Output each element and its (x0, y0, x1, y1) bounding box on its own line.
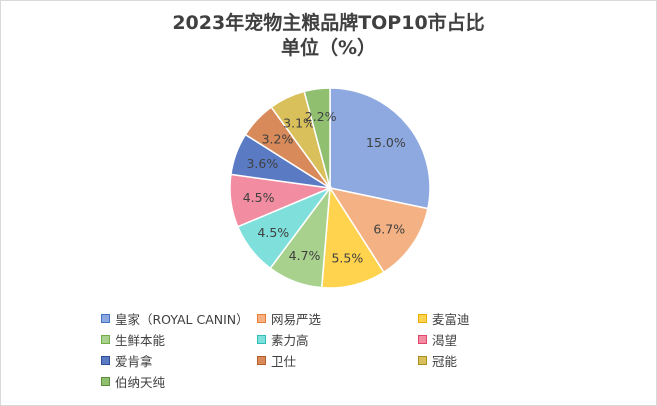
legend-item: 皇家（ROYAL CANIN） (101, 309, 249, 327)
legend-label: 渴望 (432, 332, 458, 348)
slice-data-label: 4.7% (289, 248, 321, 263)
legend-swatch (101, 334, 110, 344)
legend-swatch (418, 355, 427, 365)
legend-swatch (418, 313, 427, 323)
legend-swatch (101, 355, 110, 365)
chart-title: 2023年宠物主粮品牌TOP10市占比 (172, 12, 485, 34)
legend-label: 皇家（ROYAL CANIN） (115, 311, 249, 327)
slice-data-label: 6.7% (373, 221, 405, 236)
pie-slice (329, 87, 431, 210)
legend-item: 伯纳天纯 (101, 372, 165, 390)
slice-data-label: 5.5% (331, 250, 363, 265)
slice-data-label: 15.0% (366, 135, 406, 150)
slice-data-label: 4.5% (257, 225, 289, 240)
pie-slice (303, 87, 331, 189)
legend-item: 渴望 (418, 330, 457, 348)
legend-item: 冠能 (418, 351, 457, 369)
legend-label: 伯纳天纯 (115, 374, 166, 390)
slice-data-label: 4.5% (243, 190, 275, 205)
legend-swatch (101, 313, 110, 323)
legend-swatch (257, 334, 266, 344)
legend-swatch (101, 376, 110, 386)
legend-label: 卫仕 (271, 353, 297, 369)
legend-label: 素力高 (271, 332, 309, 348)
slice-data-label: 2.2% (305, 109, 337, 124)
slice-data-label: 3.2% (262, 131, 294, 146)
legend-swatch (257, 313, 266, 323)
legend-swatch (257, 355, 266, 365)
legend-swatch (418, 334, 427, 344)
legend-item: 爱肯拿 (101, 351, 153, 369)
pie-chart: 15.0%6.7%5.5%4.7%4.5%4.5%3.6%3.2%3.1%2.2… (229, 87, 431, 289)
legend-item: 素力高 (257, 330, 309, 348)
legend-item: 麦富迪 (418, 309, 470, 327)
legend-label: 麦富迪 (432, 311, 470, 327)
pie-slice (328, 186, 429, 274)
legend-label: 冠能 (432, 353, 458, 369)
legend-item: 卫仕 (257, 351, 296, 369)
legend-item: 网易严选 (257, 309, 321, 327)
chart-subtitle: 单位（%） (280, 37, 377, 59)
legend-label: 生鲜本能 (115, 332, 166, 348)
legend-label: 网易严选 (271, 311, 322, 327)
slice-data-label: 3.1% (283, 116, 315, 131)
legend-label: 爱肯拿 (115, 353, 153, 369)
slice-data-label: 3.6% (246, 156, 278, 171)
legend-item: 生鲜本能 (101, 330, 165, 348)
